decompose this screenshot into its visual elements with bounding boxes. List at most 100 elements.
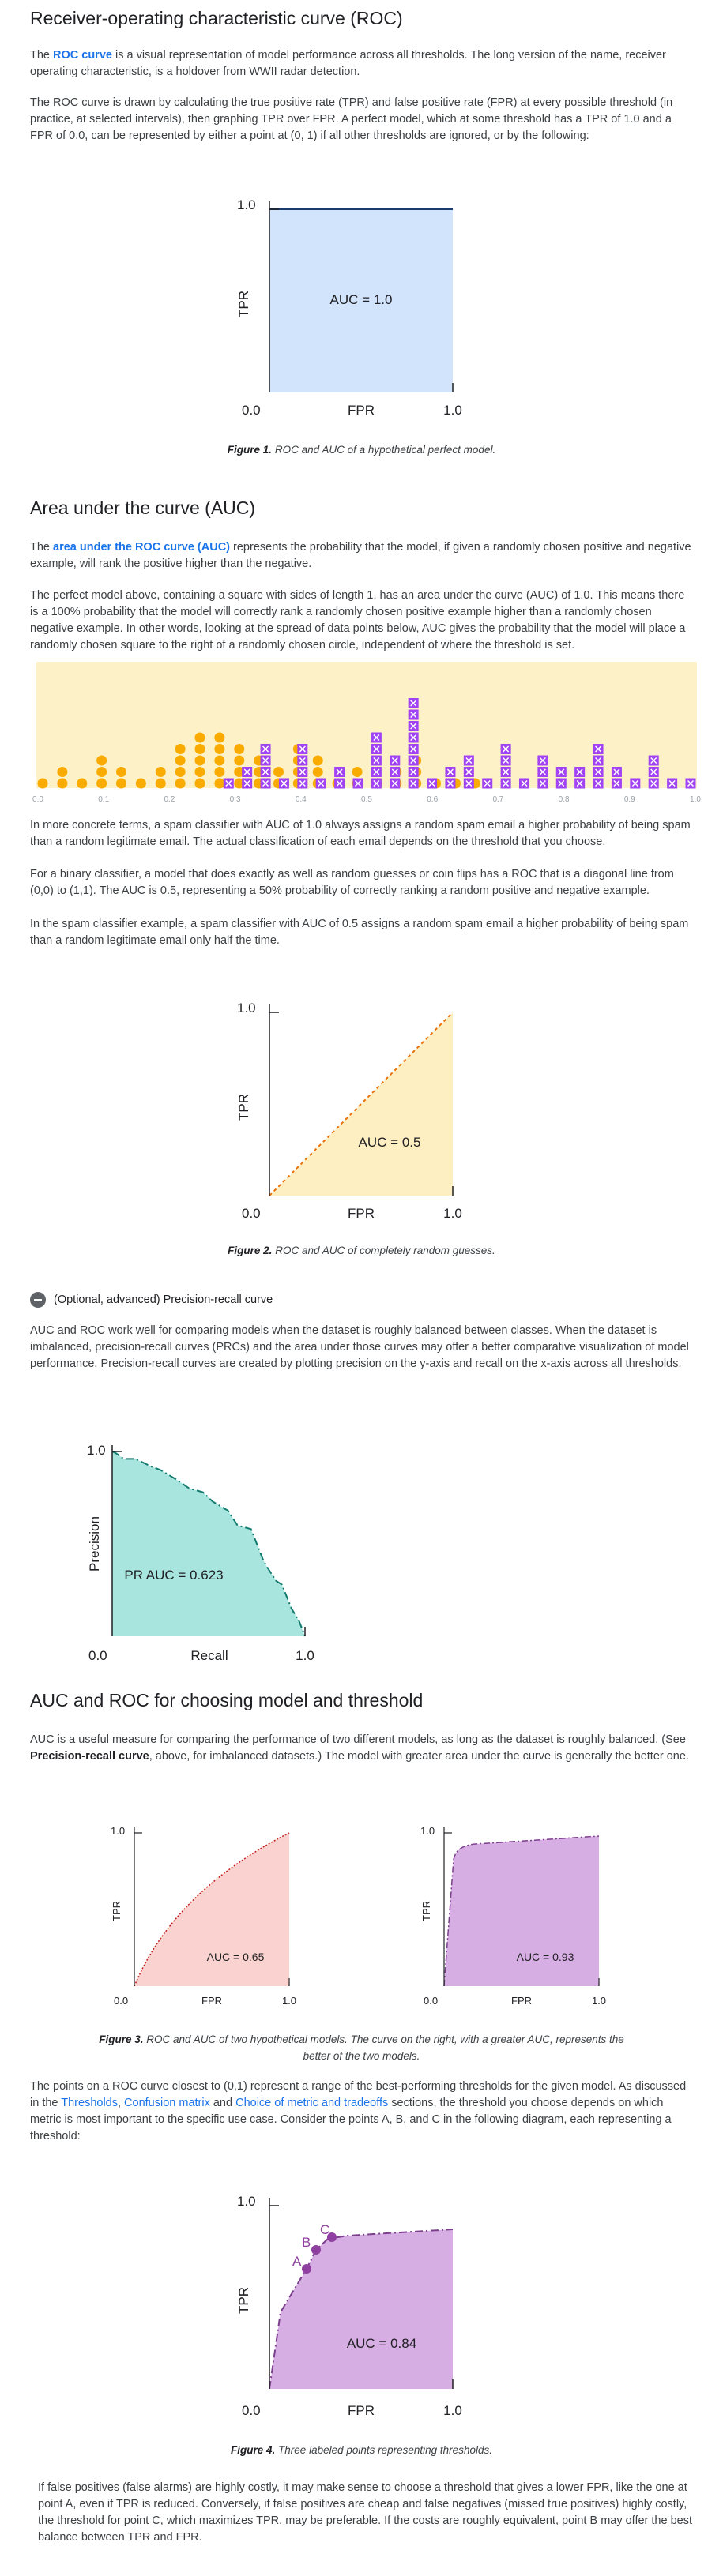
figure4-ylabel: TPR bbox=[236, 2287, 251, 2314]
dotplot-square bbox=[593, 744, 604, 754]
dotplot-circle bbox=[194, 767, 205, 777]
dotplot-circle bbox=[194, 744, 205, 754]
dotplot-square bbox=[482, 778, 493, 789]
figure1-ylabel: TPR bbox=[236, 291, 251, 317]
auc-link[interactable]: area under the ROC curve (AUC) bbox=[53, 541, 231, 554]
dotplot-square bbox=[574, 778, 586, 789]
dotplot-square bbox=[408, 767, 419, 777]
dotplot-square bbox=[648, 755, 659, 766]
dotplot-circle bbox=[175, 767, 186, 777]
auc-paragraph-5: In the spam classifier example, a spam c… bbox=[30, 918, 689, 947]
figure1-chart: 1.0 TPR AUC = 1.0 0.0 FPR 1.0 bbox=[236, 197, 462, 418]
figure2-curve bbox=[269, 1012, 454, 1196]
point-a bbox=[302, 2264, 311, 2274]
figure1-xlabel: FPR bbox=[348, 403, 375, 418]
dotplot-circle bbox=[96, 755, 107, 766]
pr-annotation: PR AUC = 0.623 bbox=[124, 1568, 223, 1583]
dotplot-square bbox=[371, 767, 382, 777]
dotplot-circle bbox=[57, 767, 68, 777]
point-b-label: B bbox=[302, 2235, 311, 2250]
figure4-x-right: 1.0 bbox=[443, 2403, 462, 2418]
dotplot-circle bbox=[234, 778, 245, 789]
point-b bbox=[311, 2245, 321, 2255]
figure4-xlabel: FPR bbox=[348, 2403, 375, 2418]
confusion-matrix-link[interactable]: Confusion matrix bbox=[124, 2097, 210, 2109]
details-label: (Optional, advanced) Precision-recall cu… bbox=[54, 1294, 273, 1306]
dotplot-square bbox=[463, 778, 474, 789]
dotplot-square bbox=[371, 732, 382, 743]
dotplot-square bbox=[408, 778, 419, 789]
details-paragraph: AUC and ROC work well for comparing mode… bbox=[30, 1324, 689, 1370]
dotplot-square bbox=[390, 778, 401, 789]
dotplot-tick-label: 0.4 bbox=[296, 795, 307, 804]
collapse-icon[interactable] bbox=[30, 1292, 46, 1308]
dotplot-marks bbox=[37, 698, 696, 789]
pr-xlabel: Recall bbox=[190, 1648, 228, 1663]
fig3l-y-top: 1.0 bbox=[111, 1825, 125, 1837]
dotplot-tick-label: 0.3 bbox=[230, 795, 241, 804]
auc-paragraph-2: The perfect model above, containing a sq… bbox=[30, 589, 686, 652]
dotplot-square bbox=[463, 767, 474, 777]
dotplot-circle bbox=[57, 778, 68, 789]
fig3r-ylabel: TPR bbox=[420, 1901, 432, 1921]
dotplot-square bbox=[260, 778, 271, 789]
dotplot-circle bbox=[116, 767, 127, 777]
dotplot-square bbox=[630, 778, 641, 789]
dotplot-circle bbox=[234, 744, 245, 754]
dotplot-circle bbox=[155, 778, 166, 789]
dotplot-square bbox=[593, 755, 604, 766]
dotplot-square bbox=[390, 767, 401, 777]
fig3l-xlabel: FPR bbox=[201, 1995, 222, 2007]
dotplot-circle bbox=[214, 732, 225, 743]
dotplot-square bbox=[555, 778, 567, 789]
pr-y-top: 1.0 bbox=[87, 1443, 106, 1458]
dotplot-square bbox=[260, 755, 271, 766]
dotplot-ticks: 0.0 0.1 0.2 0.3 0.4 0.5 0.6 0.7 0.8 0.9 1.0 bbox=[32, 795, 701, 804]
dotplot-square bbox=[297, 755, 308, 766]
dotplot-square bbox=[408, 698, 419, 708]
dotplot-circle bbox=[214, 744, 225, 754]
auc-heading: Area under the curve (AUC) bbox=[30, 498, 256, 518]
roc-paragraph-1: The ROC curve is a visual representation… bbox=[30, 49, 666, 78]
figure2-origin: 0.0 bbox=[242, 1206, 261, 1221]
dotplot-square bbox=[445, 767, 456, 777]
point-c bbox=[327, 2232, 337, 2242]
dotplot-circle bbox=[194, 778, 205, 789]
dotplot-square bbox=[611, 778, 622, 789]
point-a-label: A bbox=[292, 2254, 302, 2269]
dotplot-square bbox=[371, 778, 382, 789]
figure4-caption: Figure 4. Three labeled points represent… bbox=[231, 2444, 492, 2456]
dotplot-circle bbox=[96, 778, 107, 789]
dotplot-square bbox=[427, 778, 438, 789]
dotplot-circle bbox=[273, 767, 284, 777]
dotplot-circle bbox=[194, 755, 205, 766]
choice-of-metric-link[interactable]: Choice of metric and tradeoffs bbox=[235, 2097, 389, 2109]
figure3-right-chart: 1.0 TPR AUC = 0.93 0.0 FPR 1.0 bbox=[420, 1825, 606, 2007]
roc-paragraph-2: The ROC curve is drawn by calculating th… bbox=[30, 96, 673, 142]
fig3r-area bbox=[444, 1836, 599, 1986]
dotplot-circle bbox=[214, 778, 225, 789]
dotplot-square bbox=[278, 778, 289, 789]
dotplot-tick-label: 0.5 bbox=[361, 795, 372, 804]
figure-pr-chart: 1.0 Precision PR AUC = 0.623 0.0 Recall … bbox=[87, 1443, 314, 1663]
auc-paragraph-1: The area under the ROC curve (AUC) repre… bbox=[30, 541, 691, 570]
pr-area bbox=[112, 1451, 305, 1636]
precision-recall-details-toggle[interactable]: (Optional, advanced) Precision-recall cu… bbox=[30, 1292, 273, 1308]
thresholds-link[interactable]: Thresholds bbox=[61, 2097, 118, 2109]
dotplot-square bbox=[537, 767, 548, 777]
dotplot-circle bbox=[234, 767, 245, 777]
roc-curve-link[interactable]: ROC curve bbox=[53, 49, 112, 62]
point-c-label: C bbox=[320, 2222, 329, 2237]
dotplot-square bbox=[260, 767, 271, 777]
figure4-y-top: 1.0 bbox=[237, 2194, 256, 2209]
dotplot-circle bbox=[175, 755, 186, 766]
dotplot-square bbox=[260, 744, 271, 754]
dotplot-tick-label: 0.6 bbox=[427, 795, 438, 804]
pr-ylabel: Precision bbox=[87, 1516, 102, 1572]
dotplot-square bbox=[371, 755, 382, 766]
figure2-caption: Figure 2. ROC and AUC of completely rand… bbox=[228, 1245, 495, 1256]
figure3-left-chart: 1.0 TPR AUC = 0.65 0.0 FPR 1.0 bbox=[111, 1825, 296, 2007]
dotplot-circle bbox=[116, 778, 127, 789]
dotplot-tick-label: 1.0 bbox=[690, 795, 701, 804]
figure2-annotation: AUC = 0.5 bbox=[359, 1135, 421, 1150]
